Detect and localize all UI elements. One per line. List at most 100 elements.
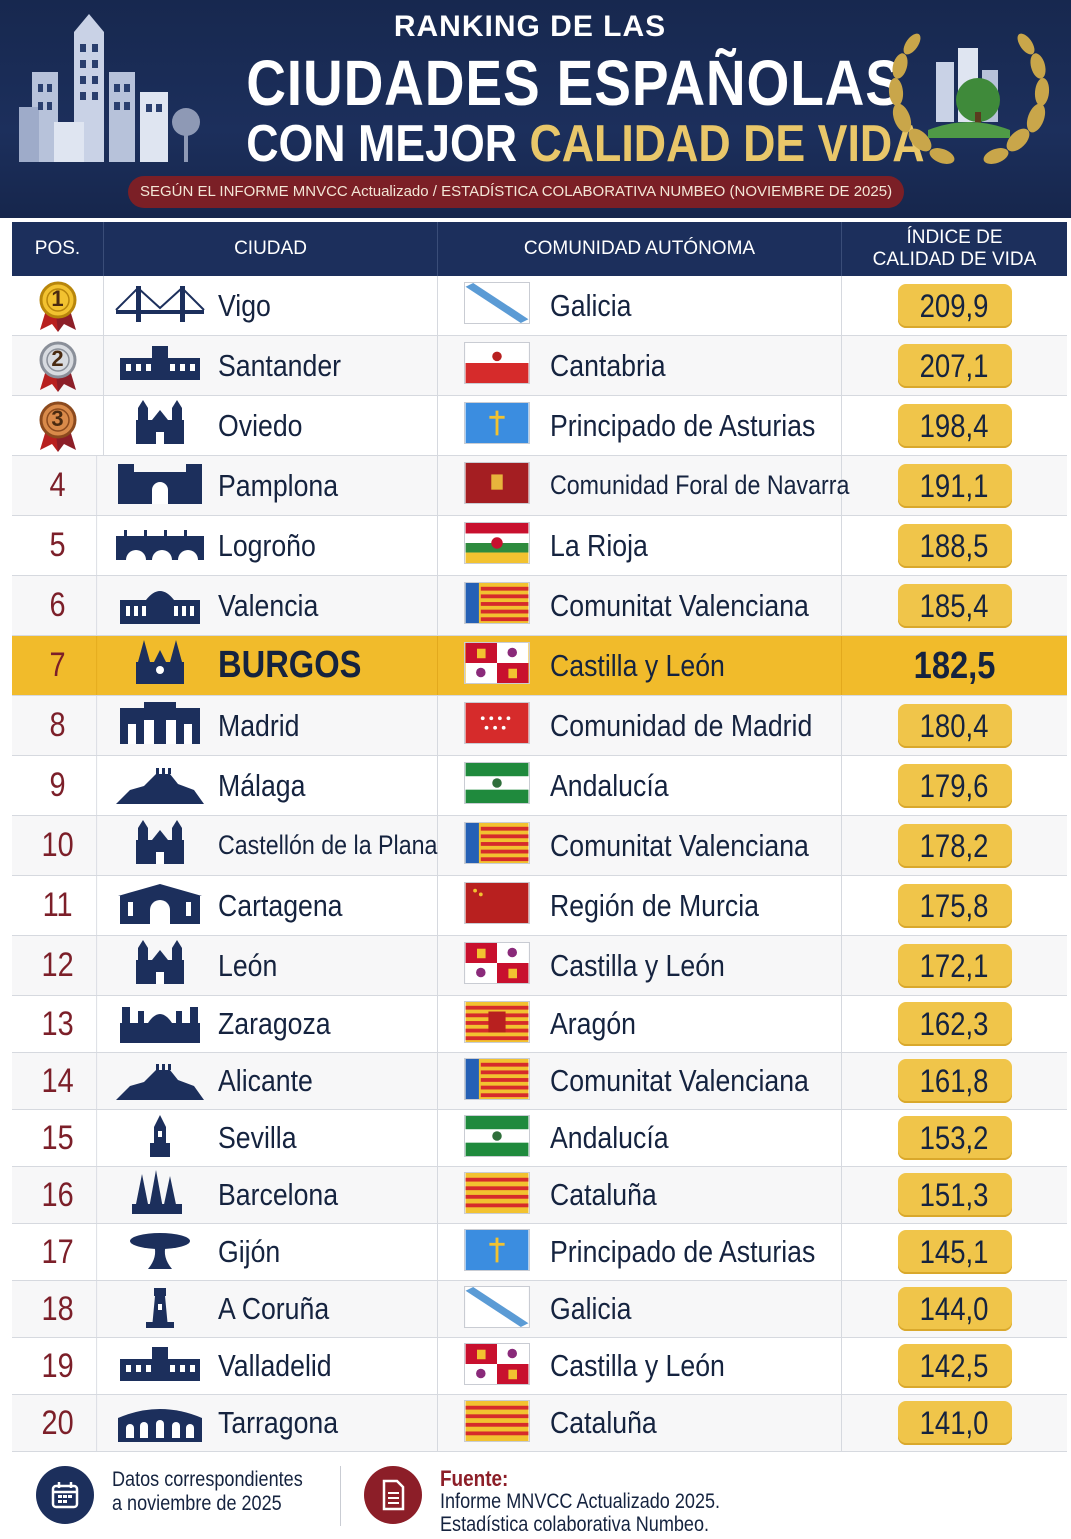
sculpture-icon: [114, 1227, 206, 1278]
community-cell: Comunitat Valenciana: [438, 576, 842, 635]
footer: Datos correspondientes a noviembre de 20…: [0, 1456, 1071, 1539]
score-value: 153,2: [920, 1120, 989, 1156]
andalucia-flag-icon: [464, 762, 530, 809]
community-name: Comunitat Valenciana: [550, 1063, 809, 1098]
community-cell: Galicia: [438, 276, 842, 335]
palace-icon: [114, 1341, 206, 1392]
town-hall-icon: [114, 580, 206, 631]
castle-hill-icon: [114, 1056, 206, 1107]
castle-hill-icon: [114, 760, 206, 811]
city-cell: Castellón de la Plana: [104, 816, 438, 875]
city-cell: Oviedo: [104, 396, 438, 455]
laurel-wreath-icon: [888, 33, 1050, 164]
rank-position: 1: [51, 285, 64, 311]
score-cell: 153,2: [842, 1110, 1067, 1166]
score-value: 172,1: [920, 947, 989, 984]
quality-of-life-score: 151,3: [897, 1173, 1012, 1217]
city-name: Oviedo: [218, 407, 303, 443]
column-header-index-line1: ÍNDICE DE: [906, 227, 1003, 248]
table-body: 1 Vigo Galicia 209,9 2 Santander Cantabria 207,…: [12, 276, 1067, 1452]
community-name: Región de Murcia: [550, 887, 759, 923]
rank-position: 9: [19, 756, 98, 815]
city-cell: Sevilla: [104, 1110, 438, 1166]
table-row: 16 Barcelona Cataluña 151,3: [12, 1167, 1067, 1224]
ranking-table: POS. CIUDAD COMUNIDAD AUTÓNOMA ÍNDICE DE…: [12, 222, 1067, 1452]
community-cell: Aragón: [438, 996, 842, 1052]
title-sub-gold: CALIDAD DE VIDA: [529, 115, 925, 173]
basilica-icon: [114, 999, 206, 1050]
quality-of-life-score: 185,4: [897, 583, 1012, 628]
score-cell: 172,1: [842, 936, 1067, 995]
galicia-flag-icon: [464, 282, 530, 329]
community-cell: Comunitat Valenciana: [438, 816, 842, 875]
table-row: 1 Vigo Galicia 209,9: [12, 276, 1067, 336]
city-name: Barcelona: [218, 1177, 339, 1212]
community-cell: Castilla y León: [438, 636, 842, 695]
rank-position: 17: [19, 1224, 98, 1280]
city-cell: Logroño: [104, 516, 438, 575]
quality-of-life-score: 162,3: [897, 1002, 1012, 1046]
table-row: 17 Gijón Principado de Asturias 145,1: [12, 1224, 1067, 1281]
city-cell: Vigo: [104, 276, 438, 335]
score-cell: 142,5: [842, 1338, 1067, 1394]
city-name: Gijón: [218, 1234, 281, 1269]
city-name: Málaga: [218, 767, 306, 803]
score-cell: 161,8: [842, 1053, 1067, 1109]
community-cell: Principado de Asturias: [438, 396, 842, 455]
score-cell: 198,4: [842, 396, 1067, 455]
community-name: Comunitat Valenciana: [550, 587, 809, 623]
rank-position: 8: [19, 696, 98, 755]
score-value: 142,5: [920, 1348, 989, 1384]
score-value: 151,3: [920, 1177, 989, 1213]
galicia-flag-icon: [464, 1285, 530, 1333]
city-name: Madrid: [218, 707, 300, 743]
castilla-flag-icon: [464, 1342, 530, 1390]
score-value: 207,1: [920, 347, 989, 384]
score-value: 179,6: [920, 767, 989, 804]
city-cell: BURGOS: [104, 636, 438, 695]
city-cell: Madrid: [104, 696, 438, 755]
score-cell: 207,1: [842, 336, 1067, 395]
quality-of-life-score: 142,5: [897, 1344, 1012, 1388]
score-cell: 151,3: [842, 1167, 1067, 1223]
rank-position: 7: [19, 636, 98, 695]
column-header-pos: POS.: [12, 222, 104, 276]
lighthouse-icon: [114, 1284, 206, 1335]
score-value: 209,9: [920, 287, 989, 324]
community-name: Galicia: [550, 287, 632, 323]
city-cell: Valladelid: [104, 1338, 438, 1394]
valenciana-flag-icon: [464, 1057, 530, 1105]
fortress-gate-icon: [114, 460, 206, 511]
source-note: SEGÚN EL INFORME MNVCC Actualizado / EST…: [128, 176, 904, 208]
rank-position: 5: [19, 516, 98, 575]
valenciana-flag-icon: [464, 582, 530, 629]
document-icon: [364, 1466, 422, 1524]
score-value: 180,4: [920, 707, 989, 744]
community-cell: Comunidad de Madrid: [438, 696, 842, 755]
score-cell: 191,1: [842, 456, 1067, 515]
murcia-flag-icon: [464, 882, 530, 929]
city-cell: A Coruña: [104, 1281, 438, 1337]
score-cell: 185,4: [842, 576, 1067, 635]
palace-icon: [114, 340, 206, 391]
city-cell: Cartagena: [104, 876, 438, 935]
castilla-flag-icon: [464, 642, 530, 689]
score-value: 188,5: [920, 527, 989, 564]
table-row: 12 León Castilla y León 172,1: [12, 936, 1067, 996]
city-cell: Alicante: [104, 1053, 438, 1109]
column-header-index-line2: CALIDAD DE VIDA: [872, 249, 1037, 270]
rank-position: 18: [19, 1281, 98, 1337]
score-value: 162,3: [920, 1006, 989, 1042]
quality-of-life-score: 198,4: [897, 403, 1012, 448]
cathedral-icon: [114, 940, 206, 991]
silver-medal-icon: 2: [36, 340, 80, 392]
footer-date-line1: Datos correspondientes: [112, 1468, 303, 1491]
score-cell: 162,3: [842, 996, 1067, 1052]
footer-date-line2: a noviembre de 2025: [112, 1492, 282, 1515]
score-cell: 188,5: [842, 516, 1067, 575]
community-name: Galicia: [550, 1291, 632, 1326]
community-name: Comunidad de Madrid: [550, 707, 813, 743]
community-cell: Galicia: [438, 1281, 842, 1337]
city-name: Sevilla: [218, 1120, 297, 1155]
community-cell: Cantabria: [438, 336, 842, 395]
